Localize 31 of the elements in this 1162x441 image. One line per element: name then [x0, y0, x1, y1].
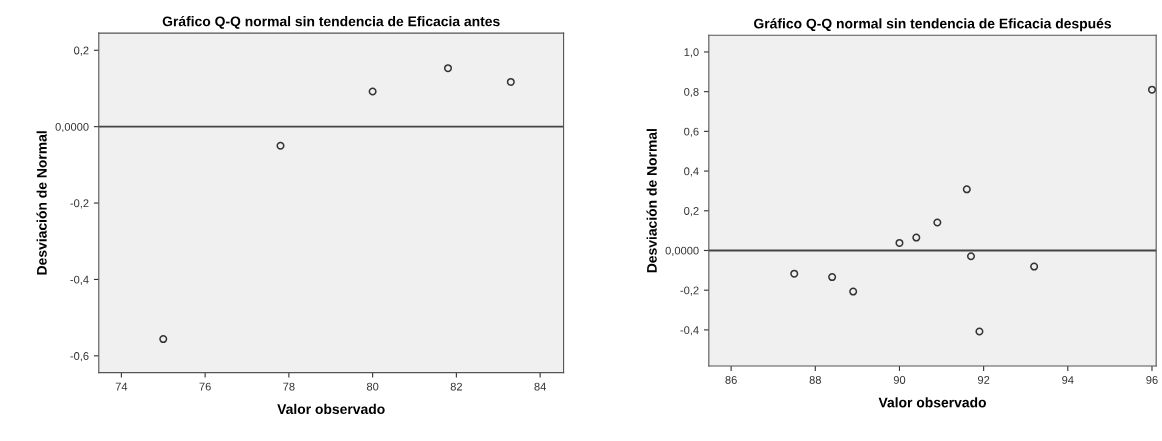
y-tick-label: 0,6: [684, 127, 699, 137]
y-tick-label: 0,0000: [665, 246, 699, 256]
y-axis-title: Desviación de Normal: [646, 129, 657, 273]
y-axis-title: Desviación de Normal: [36, 131, 47, 275]
y-tick-label: 0,2: [684, 207, 699, 217]
y-tick-label: 1,0: [684, 48, 699, 58]
y-tick-label: -0,4: [70, 275, 89, 285]
y-tick-label: 0,4: [684, 167, 699, 177]
y-tick-label: -0,2: [680, 286, 699, 296]
x-tick-label: 90: [893, 376, 906, 384]
y-tick-label: -0,4: [680, 326, 699, 336]
x-tick-label: 86: [725, 376, 737, 384]
x-tick-label: 88: [809, 376, 821, 384]
chart-title: Gráfico Q-Q normal sin tendencia de Eficacia después: [754, 18, 1112, 32]
y-tick-label: 0,8: [684, 87, 699, 98]
x-tick-label: 94: [1062, 376, 1074, 384]
x-tick-label: 96: [1146, 376, 1158, 384]
y-tick-label: -0,2: [70, 199, 89, 209]
y-tick-label: 0,2: [74, 46, 89, 56]
y-tick-label: 0,0000: [55, 122, 89, 133]
x-axis-title: Valor observado: [277, 403, 385, 415]
x-tick-label: 80: [366, 382, 379, 391]
x-axis-title: Valor observado: [878, 397, 986, 408]
chart-title: Gráfico Q-Q normal sin tendencia de Eficacia antes: [162, 15, 500, 29]
y-tick-label: -0,6: [70, 352, 89, 362]
x-tick-label: 74: [115, 382, 128, 391]
x-tick-label: 78: [283, 382, 295, 391]
x-tick-label: 84: [534, 382, 546, 391]
x-tick-label: 92: [977, 376, 990, 384]
x-tick-label: 82: [450, 382, 462, 391]
x-tick-label: 76: [199, 382, 211, 391]
